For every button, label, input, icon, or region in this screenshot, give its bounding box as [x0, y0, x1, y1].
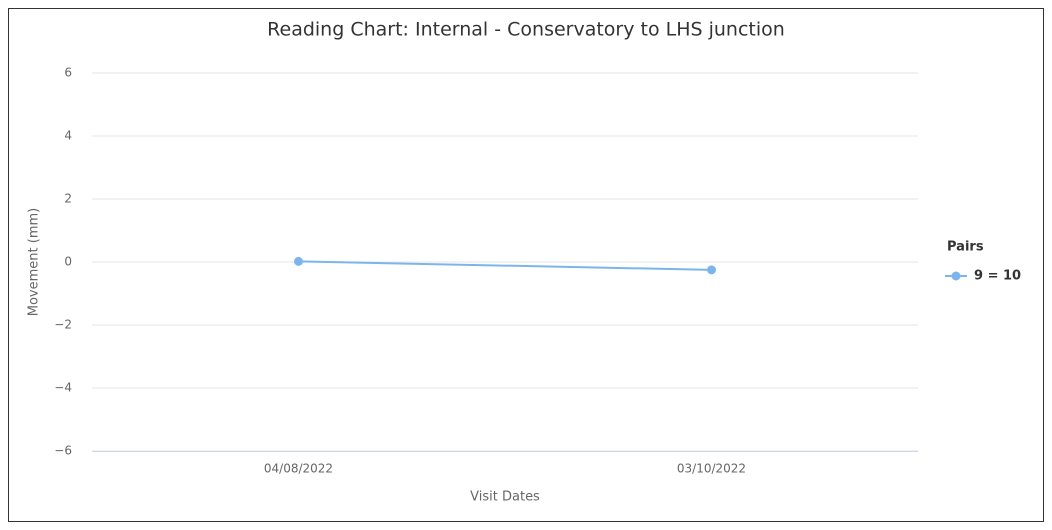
frame	[8, 8, 1044, 522]
data-point	[294, 256, 303, 266]
chart-title: Reading Chart: Internal - Conservatory t…	[267, 19, 785, 41]
x-tick-label: 03/10/2022	[677, 462, 746, 476]
y-tick-label: 2	[64, 192, 72, 206]
y-tick-label: −6	[54, 444, 72, 458]
legend-title: Pairs	[947, 240, 984, 255]
data-point	[707, 265, 716, 275]
y-tick-label: −4	[54, 381, 72, 395]
series-line	[298, 260, 712, 271]
y-axis-title: Movement (mm)	[27, 208, 42, 316]
x-tick-label: 04/08/2022	[264, 462, 333, 476]
y-tick-label: 0	[64, 255, 72, 269]
y-tick-label: 4	[64, 129, 72, 143]
legend-marker	[951, 271, 961, 281]
y-tick-label: −2	[54, 318, 72, 332]
legend-label: 9 = 10	[974, 269, 1021, 284]
x-axis-title: Visit Dates	[470, 490, 540, 505]
y-tick-label: 6	[64, 66, 72, 80]
